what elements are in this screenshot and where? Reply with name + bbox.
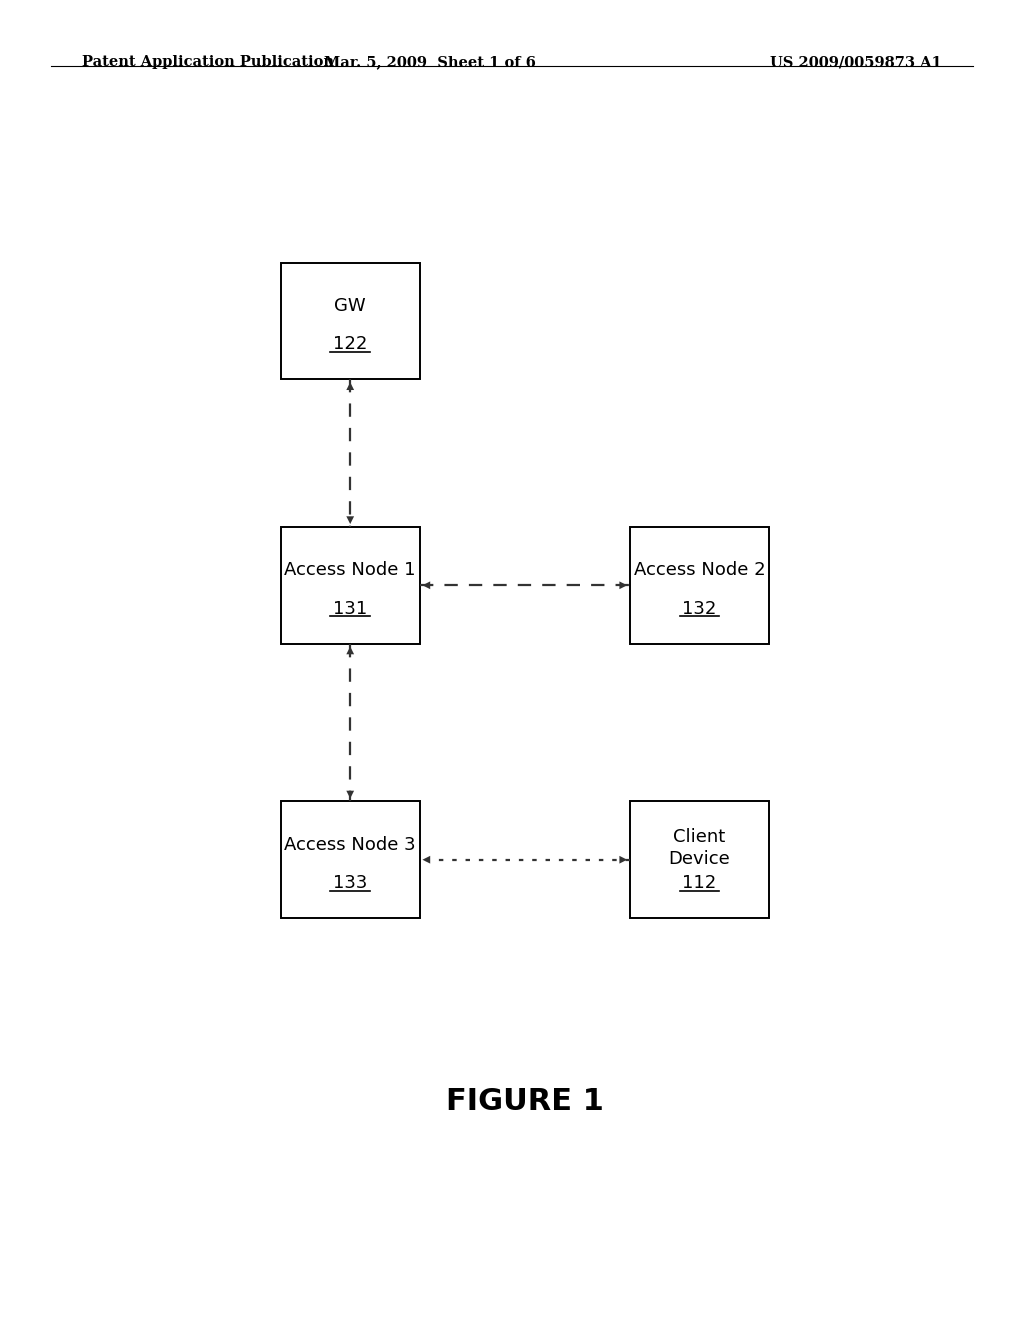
Bar <box>281 527 420 644</box>
Text: 131: 131 <box>333 599 368 618</box>
Text: Access Node 3: Access Node 3 <box>285 836 416 854</box>
Text: Client
Device: Client Device <box>669 828 730 869</box>
Bar <box>281 801 420 919</box>
Bar <box>630 527 769 644</box>
Point <box>325 883 337 899</box>
Text: Patent Application Publication: Patent Application Publication <box>82 55 334 70</box>
Text: Access Node 2: Access Node 2 <box>634 561 765 579</box>
Text: FIGURE 1: FIGURE 1 <box>445 1088 604 1117</box>
Text: Access Node 1: Access Node 1 <box>285 561 416 579</box>
Point <box>325 609 337 624</box>
Text: 112: 112 <box>682 874 717 892</box>
Point <box>674 883 686 899</box>
Point <box>364 609 376 624</box>
Text: 122: 122 <box>333 335 368 354</box>
Point <box>713 883 725 899</box>
Point <box>364 345 376 360</box>
Text: GW: GW <box>335 297 366 315</box>
Text: Mar. 5, 2009  Sheet 1 of 6: Mar. 5, 2009 Sheet 1 of 6 <box>325 55 536 70</box>
Point <box>674 609 686 624</box>
Text: US 2009/0059873 A1: US 2009/0059873 A1 <box>770 55 942 70</box>
Bar <box>281 263 420 379</box>
Point <box>713 609 725 624</box>
Bar <box>630 801 769 919</box>
Text: 133: 133 <box>333 874 368 892</box>
Point <box>364 883 376 899</box>
Text: 132: 132 <box>682 599 717 618</box>
Point <box>325 345 337 360</box>
